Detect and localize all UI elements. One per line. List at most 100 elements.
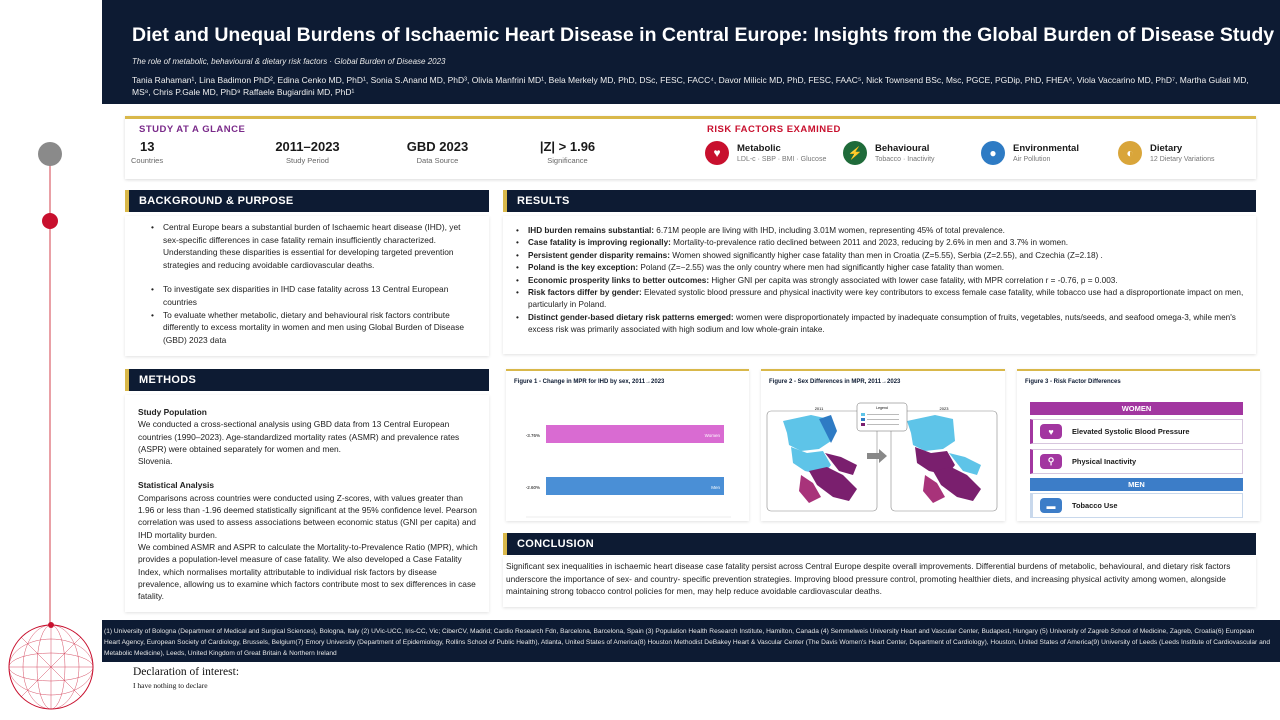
affiliations-text: (1) University of Bologna (Department of… (104, 628, 1271, 657)
statistical-analysis-text-2: We combined ASMR and ASPR to calculate t… (138, 541, 478, 602)
women-header: WOMEN (1030, 402, 1243, 415)
stat-significance: |Z| > 1.96 Significance (525, 139, 610, 165)
result-item: Persistent gender disparity remains: Wom… (516, 250, 1246, 263)
stat-label: Data Source (416, 156, 459, 165)
aim-item: To evaluate whether metabolic, dietary a… (151, 309, 475, 347)
bar-value-label: -2.60% (526, 485, 540, 490)
rf-environmental: ● Environmental Air Pollution (981, 141, 1079, 165)
figure-2: Figure 2 - Sex Differences in MPR, 2011→… (761, 369, 1005, 521)
rf-behavioural: ⚡ Behavioural Tobacco · Inactivity (843, 141, 935, 165)
figure-2-title: Figure 2 - Sex Differences in MPR, 2011→… (769, 379, 901, 385)
result-item-lead: Poland is the key exception: (528, 263, 639, 273)
result-item-text: Poland (Z=−2.55) was the only country wh… (638, 263, 1005, 273)
result-item: Economic prosperity links to better outc… (516, 275, 1246, 288)
globe-icon (8, 622, 94, 710)
result-item-lead: IHD burden remains substantial: (528, 226, 655, 235)
result-item: Risk factors differ by gender: Elevated … (516, 287, 1246, 312)
bar-series-label: Men (711, 485, 720, 490)
stat-value: 2011–2023 (275, 139, 340, 154)
rf-name: Dietary (1150, 143, 1183, 154)
methods-card: Study Population We conducted a cross-se… (125, 395, 489, 612)
figure-1: Figure 1 - Change in MPR for IHD by sex,… (506, 369, 749, 521)
stat-countries: 13 Countries (131, 139, 181, 165)
declaration-heading: Declaration of interest: (133, 666, 240, 678)
men-header: MEN (1030, 478, 1243, 491)
results-card: IHD burden remains substantial: 6.71M pe… (503, 216, 1256, 354)
risk-factors-label: RISK FACTORS EXAMINED (707, 124, 841, 135)
conclusion-card: Significant sex inequalities in ischaemi… (503, 557, 1256, 607)
study-at-a-glance: STUDY AT A GLANCE 13 Countries 2011–2023… (125, 116, 1256, 179)
rf-name: Behavioural (875, 143, 930, 154)
heart-icon: ♥ (705, 141, 729, 165)
study-population-heading: Study Population (138, 407, 207, 417)
rf-metabolic: ♥ Metabolic LDL-c · SBP · BMI · Glucose (705, 141, 826, 165)
map-legend-title: Legend (876, 406, 888, 410)
background-list: Central Europe bears a substantial burde… (149, 221, 475, 346)
bar-value-label: -3.76% (526, 433, 540, 438)
result-item: IHD burden remains substantial: 6.71M pe… (516, 225, 1246, 238)
result-item-text: Higher GNI per capita was strongly assoc… (709, 275, 1118, 285)
stat-label: Significance (547, 156, 588, 165)
figure-1-chart: -3.76% Women -2.60% Men (526, 425, 731, 518)
map-year-2023: 2023 (940, 406, 950, 411)
stat-label: Study Period (286, 156, 329, 165)
left-sidebar (0, 0, 102, 720)
rf-sub: LDL-c · SBP · BMI · Glucose (737, 156, 827, 163)
poster-subtitle: The role of metabolic, behavioural & die… (132, 57, 446, 66)
result-item-text: Elevated systolic blood pressure and phy… (528, 288, 1244, 310)
glance-label: STUDY AT A GLANCE (139, 124, 246, 135)
globe-icon: ● (981, 141, 1005, 165)
result-item-lead: Distinct gender-based dietary risk patte… (528, 312, 734, 322)
rf-sub: 12 Dietary Variations (1150, 156, 1215, 163)
conclusion-heading: CONCLUSION (503, 533, 1256, 555)
result-item-lead: Risk factors differ by gender: (528, 288, 642, 298)
results-list: IHD burden remains substantial: 6.71M pe… (516, 225, 1246, 337)
conclusion-text: Significant sex inequalities in ischaemi… (506, 561, 1231, 597)
figure-3: Figure 3 - Risk Factor Differences WOMEN… (1017, 369, 1260, 521)
background-heading: BACKGROUND & PURPOSE (125, 190, 489, 212)
risk-label: Tobacco Use (1072, 501, 1118, 510)
timeline-line (49, 150, 51, 630)
result-item-text: Women showed significantly higher case f… (669, 250, 1103, 260)
figure-3-title: Figure 3 - Risk Factor Differences (1025, 379, 1121, 385)
bar-women (546, 425, 724, 443)
result-item-text: Mortality-to-prevalence ratio declined b… (670, 238, 1069, 248)
stat-period: 2011–2023 Study Period (265, 139, 350, 165)
methods-heading: METHODS (125, 369, 489, 391)
poster-header: Diet and Unequal Burdens of Ischaemic He… (102, 0, 1280, 104)
affiliations-footer: (1) University of Bologna (Department of… (102, 620, 1280, 662)
background-card: Central Europe bears a substantial burde… (125, 216, 489, 356)
risk-label: Elevated Systolic Blood Pressure (1072, 427, 1190, 436)
stat-value: GBD 2023 (406, 139, 469, 154)
result-item: Poland is the key exception: Poland (Z=−… (516, 262, 1246, 275)
result-item-text: women were disproportionately impacted b… (528, 312, 1236, 335)
stat-value: 13 (140, 139, 155, 154)
poster-title: Diet and Unequal Burdens of Ischaemic He… (132, 24, 1275, 46)
cigarette-icon: ▬ (1040, 498, 1062, 513)
declaration-text: I have nothing to declare (133, 681, 208, 690)
figure-1-title: Figure 1 - Change in MPR for IHD by sex,… (514, 379, 665, 385)
background-para: Central Europe bears a substantial burde… (151, 221, 475, 271)
stat-label: Countries (131, 156, 164, 165)
result-item-lead: Persistent gender disparity remains: (528, 250, 670, 260)
statistical-analysis-text: Comparisons across countries were conduc… (138, 492, 477, 540)
rf-sub: Air Pollution (1013, 156, 1051, 163)
map-2011 (783, 415, 857, 503)
heart-icon: ♥ (1040, 424, 1062, 439)
timeline-dot-gray (38, 142, 62, 166)
stat-value: |Z| > 1.96 (539, 139, 596, 154)
women-risk-inactivity: ⚲ Physical Inactivity (1030, 449, 1243, 474)
figure-2-maps: Legend 2011 2023 (766, 402, 998, 512)
runner-icon: ⚡ (843, 141, 867, 165)
diet-icon: ◐ (1118, 141, 1142, 165)
map-year-2011: 2011 (815, 406, 824, 411)
map-2023 (907, 415, 981, 503)
stat-source: GBD 2023 Data Source (395, 139, 480, 165)
result-item: Distinct gender-based dietary risk patte… (516, 312, 1246, 337)
result-item-text: 6.71M people are living with IHD, includ… (654, 226, 1005, 235)
result-item-lead: Case fatality is improving regionally: (528, 238, 671, 248)
author-list: Tania Rahaman¹, Lina Badimon PhD², Edina… (132, 75, 1249, 97)
study-population-text: We conducted a cross-sectional analysis … (138, 419, 460, 454)
aim-item: To investigate sex disparities in IHD ca… (151, 283, 475, 308)
rf-sub: Tobacco · Inactivity (875, 156, 935, 163)
